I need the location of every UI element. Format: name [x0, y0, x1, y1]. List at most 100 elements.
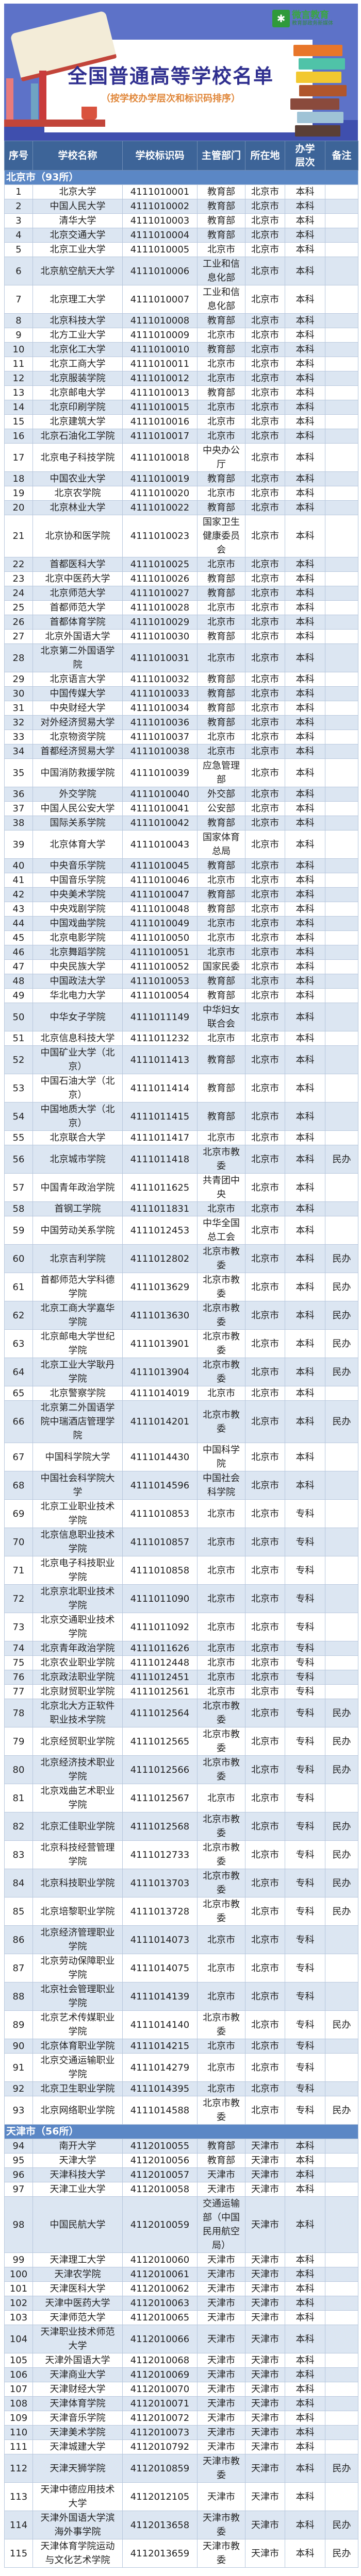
- table-row: 89 北京艺术传媒职业学院 4111014140 北京市教委 北京市 专科 民办: [4, 2010, 358, 2039]
- cell-dept: 北京市: [197, 1925, 245, 1954]
- cell-seq: 3: [4, 213, 33, 228]
- cell-name: 首都经济贸易大学: [32, 744, 123, 759]
- cell-location: 天津市: [245, 2310, 285, 2325]
- cell-location: 北京市: [245, 787, 285, 802]
- cell-seq: 115: [4, 2539, 33, 2568]
- cell-code: 4111010010: [122, 342, 198, 357]
- cell-code: 4111010040: [122, 787, 198, 802]
- table-row: 98 中国民航大学 4112010059 交通运输部（中国民用航空局） 天津市 本科: [4, 2196, 358, 2253]
- table-row: 80 北京经济技术职业学院 4111012566 北京市教委 北京市 专科 民办: [4, 1755, 358, 1784]
- cell-location: 北京市: [245, 400, 285, 415]
- cell-location: 北京市: [245, 213, 285, 228]
- page-title: 全国普通高等学校名单: [67, 65, 274, 88]
- cell-note: [325, 1003, 358, 1031]
- cell-seq: 26: [4, 615, 33, 630]
- cell-dept: 教育部: [197, 629, 245, 644]
- cell-code: 4111012565: [122, 1727, 198, 1756]
- cell-code: 4111014279: [122, 2053, 198, 2082]
- cell-code: 4111010005: [122, 242, 198, 257]
- cell-level: 本科: [285, 615, 325, 630]
- cell-note: [325, 571, 358, 586]
- cell-level: 专科: [285, 1755, 325, 1784]
- cell-seq: 103: [4, 2310, 33, 2325]
- table-row: 63 北京邮电大学世纪学院 4111013901 北京市教委 北京市 本科 民办: [4, 1329, 358, 1358]
- cell-level: 本科: [285, 2267, 325, 2282]
- cell-seq: 86: [4, 1925, 33, 1954]
- cell-level: 本科: [285, 1443, 325, 1471]
- cell-name: 中国人民公安大学: [32, 801, 123, 816]
- cell-seq: 57: [4, 1173, 33, 1202]
- table-row: 30 中国传媒大学 4111010033 教育部 北京市 本科: [4, 686, 358, 701]
- cell-code: 4111012567: [122, 1784, 198, 1812]
- cell-level: 本科: [285, 2439, 325, 2454]
- cell-level: 本科: [285, 1400, 325, 1443]
- cell-name: 天津科技大学: [32, 2167, 123, 2182]
- cell-location: 北京市: [245, 1216, 285, 1245]
- cell-seq: 49: [4, 988, 33, 1003]
- cell-code: 4111010041: [122, 801, 198, 816]
- cell-dept: 天津市教委: [197, 2511, 245, 2539]
- table-row: 5 北京工业大学 4111010005 北京市 北京市 本科: [4, 242, 358, 257]
- cell-seq: 109: [4, 2411, 33, 2426]
- cell-level: 专科: [285, 1613, 325, 1641]
- cell-seq: 8: [4, 313, 33, 328]
- cell-code: 4111014075: [122, 1954, 198, 1982]
- cell-location: 北京市: [245, 1982, 285, 2011]
- cell-code: 4111010020: [122, 486, 198, 501]
- cell-code: 4111010050: [122, 930, 198, 945]
- table-row: 17 北京电子科技学院 4111010018 中央办公厅 北京市 本科: [4, 443, 358, 472]
- cell-dept: 天津市: [197, 2439, 245, 2454]
- cell-name: 北京交通职业技术学院: [32, 1613, 123, 1641]
- cell-note: 民办: [325, 1244, 358, 1273]
- cell-code: 4112010062: [122, 2281, 198, 2296]
- table-row: 16 北京石油化工学院 4111010017 北京市 北京市 本科: [4, 429, 358, 444]
- cell-name: 北京工商大学: [32, 357, 123, 371]
- cell-level: 专科: [285, 1499, 325, 1528]
- cell-note: [325, 1954, 358, 1982]
- cell-location: 北京市: [245, 1201, 285, 1216]
- cell-level: 专科: [285, 1897, 325, 1926]
- cell-level: 专科: [285, 2039, 325, 2054]
- cell-code: 4111010046: [122, 873, 198, 888]
- table-row: 55 北京联合大学 4111011417 北京市 北京市 本科: [4, 1130, 358, 1145]
- cell-location: 天津市: [245, 2396, 285, 2411]
- table-row: 85 北京培黎职业学院 4111013728 北京市教委 北京市 专科 民办: [4, 1897, 358, 1926]
- cell-note: [325, 429, 358, 444]
- cell-dept: 工业和信息化部: [197, 285, 245, 314]
- cell-note: [325, 830, 358, 859]
- cell-level: 专科: [285, 2053, 325, 2082]
- table-row: 111 天津城建大学 4112010792 天津市 天津市 本科: [4, 2439, 358, 2454]
- cell-seq: 75: [4, 1655, 33, 1670]
- cell-dept: 北京市: [197, 600, 245, 615]
- cell-note: [325, 2411, 358, 2426]
- cell-level: 本科: [285, 1386, 325, 1401]
- cell-note: [325, 371, 358, 386]
- cell-name: 北京联合大学: [32, 1130, 123, 1145]
- table-row: 65 北京警察学院 4111014019 北京市 北京市 本科: [4, 1386, 358, 1401]
- school-table: 序号 学校名称 学校标识码 主管部门 所在地 办学层次 备注 北京市（93所） 1…: [4, 141, 358, 2568]
- cell-name: 天津外国语大学滨海外事学院: [32, 2511, 123, 2539]
- cell-level: 本科: [285, 1301, 325, 1330]
- cell-level: 本科: [285, 744, 325, 759]
- cell-note: [325, 2167, 358, 2182]
- cell-dept: 北京市教委: [197, 2096, 245, 2125]
- cell-level: 专科: [285, 1784, 325, 1812]
- cell-level: 专科: [285, 1655, 325, 1670]
- col-header-level: 办学层次: [285, 141, 325, 171]
- cell-dept: 北京市: [197, 557, 245, 572]
- cell-dept: 北京市: [197, 1528, 245, 1556]
- cell-seq: 95: [4, 2153, 33, 2168]
- table-row: 13 北京邮电大学 4111010013 教育部 北京市 本科: [4, 385, 358, 400]
- cell-note: [325, 2196, 358, 2253]
- cell-code: 4111010001: [122, 184, 198, 199]
- table-row: 93 北京网络职业学院 4111014588 北京市教委 北京市 专科 民办: [4, 2096, 358, 2125]
- book-stack-icon: [297, 112, 343, 123]
- cell-location: 北京市: [245, 672, 285, 687]
- cell-code: 4111014019: [122, 1386, 198, 1401]
- cell-seq: 90: [4, 2039, 33, 2054]
- table-row: 34 首都经济贸易大学 4111010038 北京市 北京市 本科: [4, 744, 358, 759]
- cell-code: 4111010043: [122, 830, 198, 859]
- cell-location: 天津市: [245, 2439, 285, 2454]
- cell-name: 北京信息科技大学: [32, 1031, 123, 1046]
- cell-code: 4111011418: [122, 1145, 198, 1174]
